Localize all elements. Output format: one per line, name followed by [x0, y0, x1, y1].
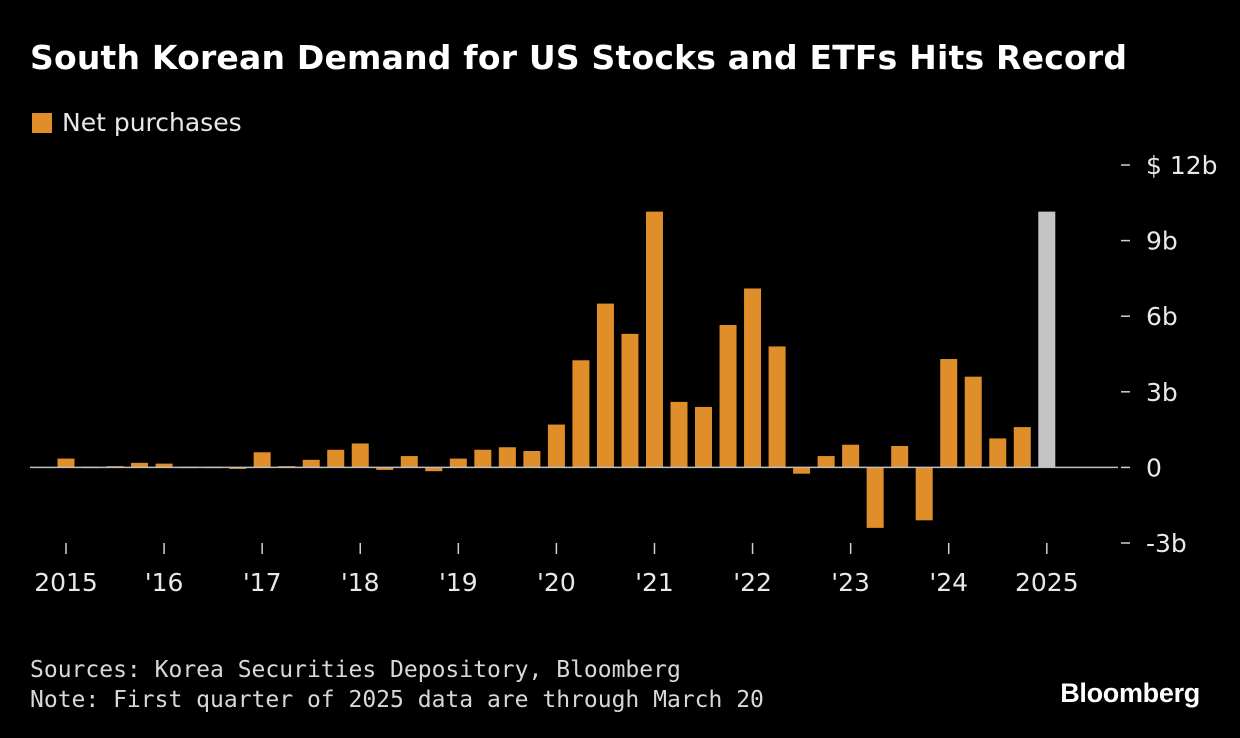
bar	[964, 376, 982, 468]
chart-title: South Korean Demand for US Stocks and ET…	[30, 38, 1128, 77]
bar	[376, 467, 394, 470]
bar	[253, 452, 271, 468]
bar	[719, 325, 737, 468]
x-tick-label: '24	[929, 568, 968, 597]
bar	[940, 359, 958, 468]
bar	[351, 443, 369, 468]
bar	[449, 458, 467, 468]
bar	[596, 303, 614, 468]
x-tick-label: '16	[145, 568, 184, 597]
bloomberg-logo: Bloomberg	[1060, 678, 1200, 708]
x-tick-label: '23	[831, 568, 870, 597]
y-tick-label: 3b	[1146, 378, 1178, 407]
x-tick-label: 2015	[34, 568, 98, 597]
bar	[670, 401, 688, 468]
y-tick-label: 6b	[1146, 302, 1178, 331]
bar	[989, 438, 1007, 468]
legend-label: Net purchases	[62, 108, 242, 137]
sources-text: Sources: Korea Securities Depository, Bl…	[30, 657, 681, 683]
bar	[744, 288, 762, 468]
bar	[621, 333, 639, 468]
bar	[866, 467, 884, 528]
bar	[768, 346, 786, 468]
note-text: Note: First quarter of 2025 data are thr…	[30, 687, 764, 713]
x-tick-label: '18	[341, 568, 380, 597]
bar	[155, 463, 173, 468]
bar	[327, 449, 345, 468]
x-tick-label: '20	[537, 568, 576, 597]
bar	[57, 458, 75, 468]
bar	[498, 447, 516, 468]
bar	[523, 451, 541, 468]
bar	[400, 456, 418, 468]
bar	[695, 406, 713, 468]
bar	[302, 459, 320, 468]
footer: Sources: Korea Securities Depository, Bl…	[30, 655, 764, 715]
bar	[131, 462, 149, 468]
bar	[891, 445, 909, 468]
bar	[474, 449, 492, 468]
y-tick-label: 0	[1146, 453, 1162, 482]
bar	[425, 467, 443, 472]
legend-swatch	[32, 112, 52, 133]
x-tick-label: '22	[733, 568, 772, 597]
x-tick-label: '19	[439, 568, 478, 597]
x-tick-label: '17	[243, 568, 282, 597]
legend: Net purchases	[32, 108, 242, 137]
y-tick-label: -3b	[1146, 529, 1187, 558]
bar	[572, 360, 590, 468]
bar	[842, 444, 860, 468]
y-tick-label: 9b	[1146, 227, 1178, 256]
bar	[645, 211, 663, 468]
bar	[1013, 427, 1031, 468]
bar	[817, 456, 835, 468]
x-tick-label: 2025	[1015, 568, 1079, 597]
x-tick-label: '21	[635, 568, 674, 597]
bar	[1038, 211, 1056, 468]
bar	[547, 424, 565, 468]
y-tick-label: $ 12b	[1146, 151, 1218, 180]
bar	[793, 467, 811, 474]
bar	[915, 467, 933, 521]
